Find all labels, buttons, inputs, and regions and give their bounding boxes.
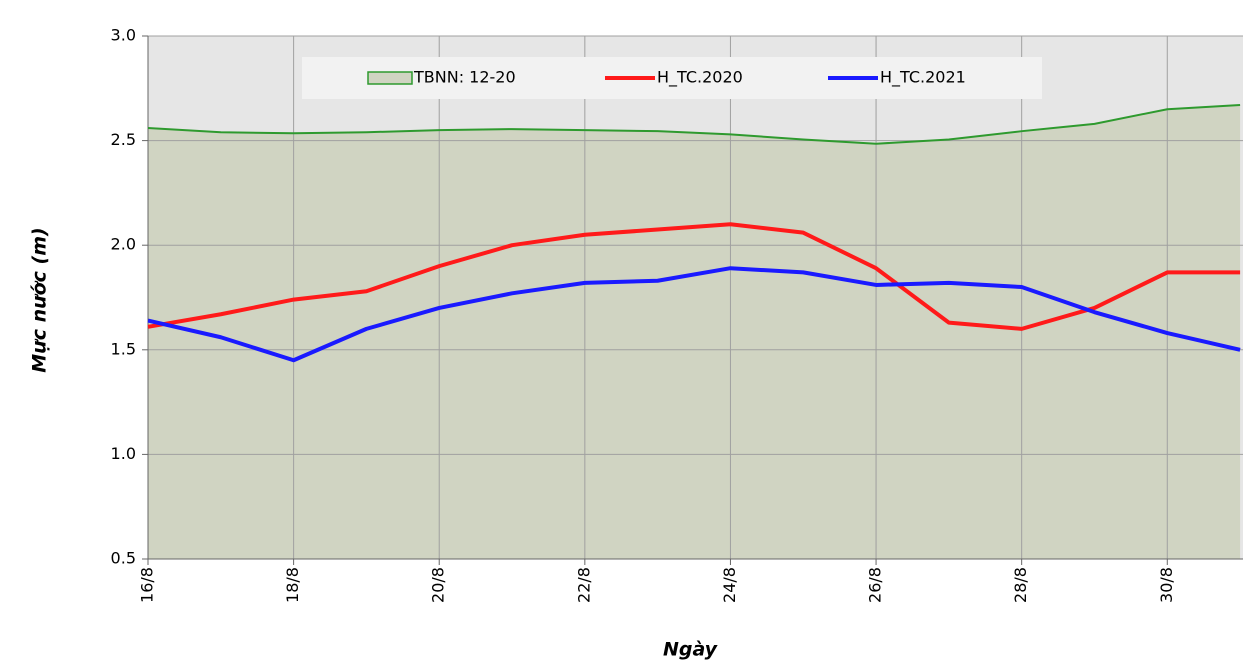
x-tick-label: 18/8 [283,567,302,603]
y-tick-label: 2.5 [111,130,136,149]
area-line [147,104,1241,145]
y-axis-title: Mực nước (m) [29,227,51,372]
x-tick-label: 20/8 [429,567,448,603]
y-tick-label: 1.0 [111,444,136,463]
legend [302,57,1042,99]
legend-swatch [367,71,413,85]
legend-label: H_TC.2020 [657,68,743,88]
x-tick-label: 28/8 [1011,567,1030,603]
y-tick-label: 1.5 [111,339,136,358]
x-tick-label: 22/8 [574,567,593,603]
x-tick-label: 30/8 [1157,567,1176,603]
area [148,105,1241,559]
line [147,266,1241,363]
x-tick-label: 26/8 [866,567,885,603]
y-tick-label: 2.0 [111,235,136,254]
y-tick-label: 0.5 [111,549,136,568]
x-tick-label: 24/8 [720,567,739,603]
y-tick-label: 3.0 [111,26,136,45]
legend-label: TBNN: 12-20 [413,68,516,87]
x-axis-title: Ngày [663,639,719,661]
legend-label: H_TC.2021 [880,68,966,88]
line [147,222,1241,331]
x-tick-label: 16/8 [138,567,157,603]
